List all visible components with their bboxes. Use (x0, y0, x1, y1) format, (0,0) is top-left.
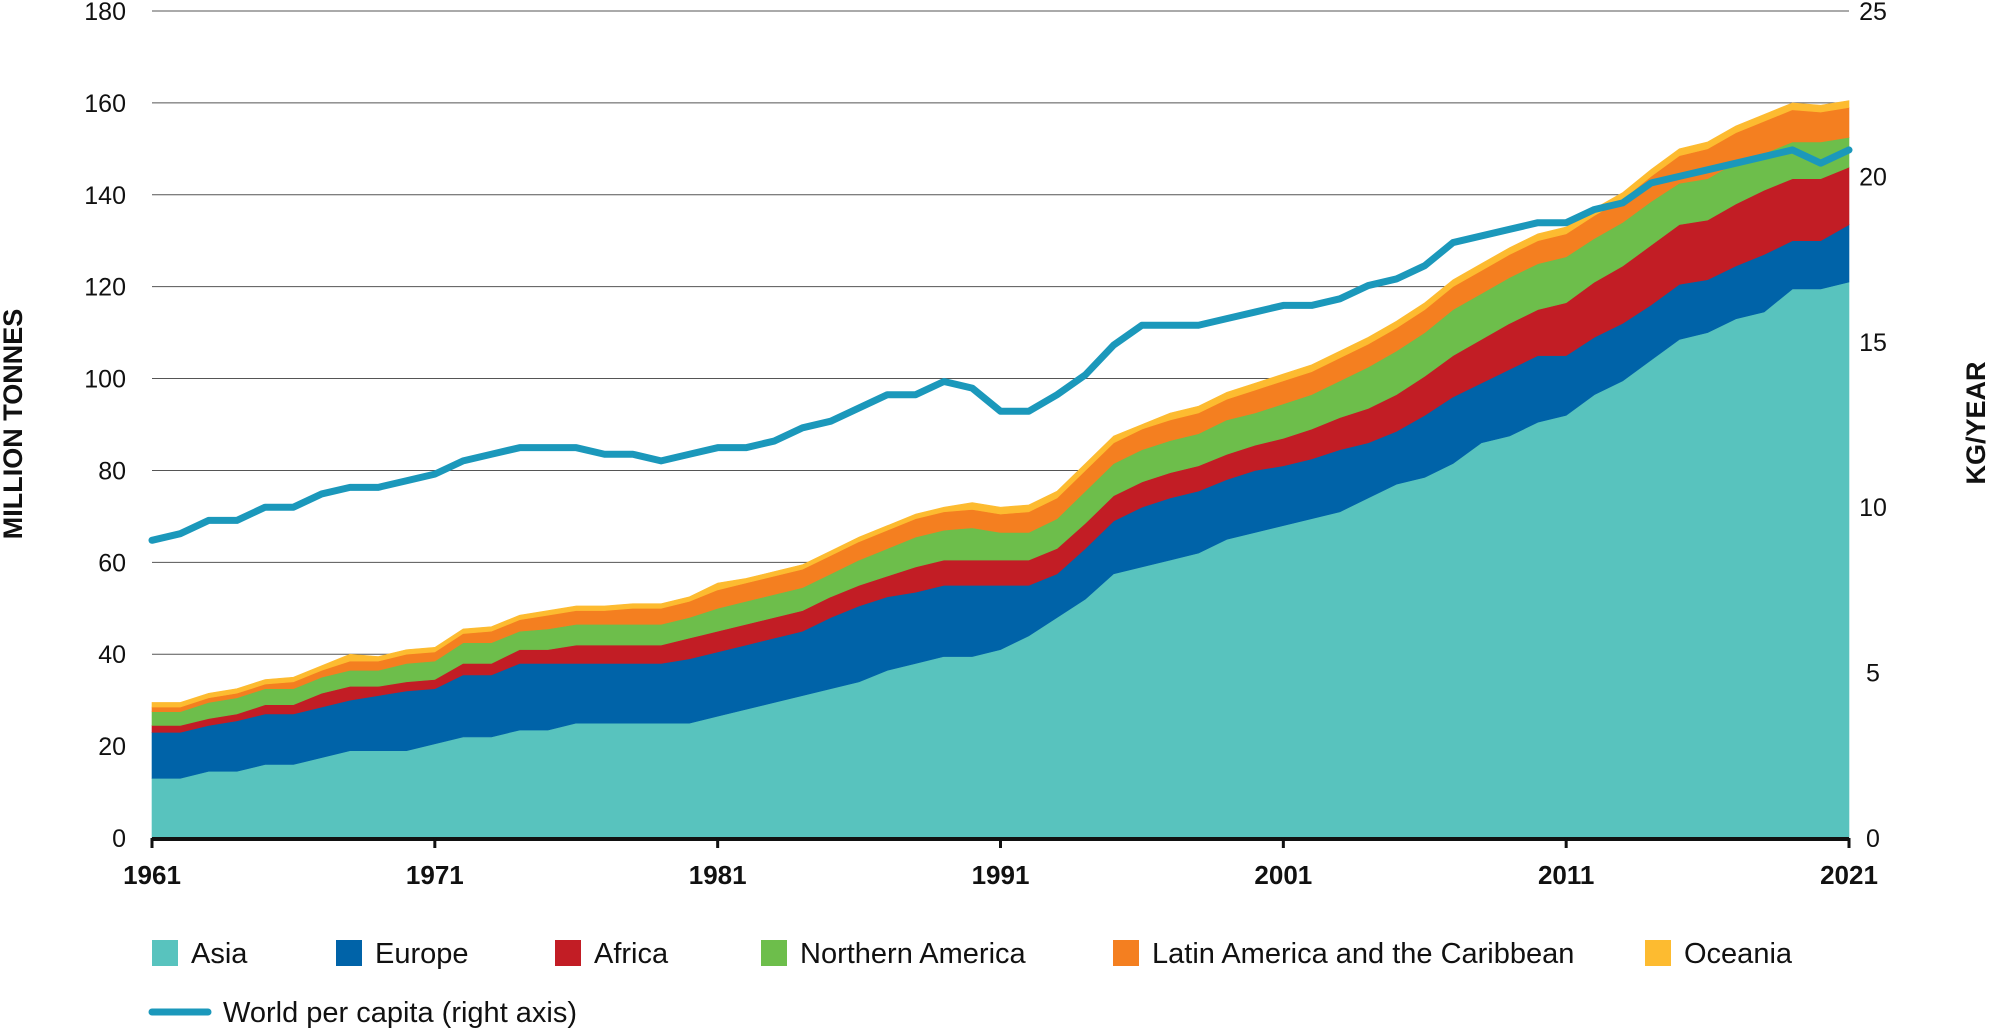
line-series-world-per-capita (148, 146, 1853, 544)
line-series-group (148, 146, 1853, 544)
legend: Asia Europe Africa Northern America Latin Am… (148, 938, 1793, 1029)
legend-swatch-northern-america (761, 940, 787, 966)
left-axis-tick-label: 40 (98, 641, 126, 669)
left-axis-title: MILLION TONNES (0, 309, 28, 540)
left-axis-tick-label: 160 (84, 90, 126, 118)
x-axis-tick-label: 1991 (972, 860, 1030, 890)
legend-label-world-per-capita: World per capita (right axis) (223, 997, 577, 1029)
legend-label-oceania: Oceania (1684, 938, 1793, 970)
legend-label-africa: Africa (594, 938, 669, 970)
legend-swatch-africa (555, 940, 581, 966)
axes: 0 20 40 60 80 100 120 140 160 180 0 5 10 15 20 25 1961 19… (0, 0, 1991, 890)
right-axis-title: KG/YEAR (1961, 361, 1991, 484)
legend-label-northern-america: Northern America (800, 938, 1027, 970)
left-axis-tick-label: 140 (84, 182, 126, 210)
x-axis-tick-label: 2001 (1254, 860, 1312, 890)
legend-swatch-latin-america-and-the-caribbean (1113, 940, 1139, 966)
right-axis-tick-label: 20 (1859, 163, 1887, 191)
x-axis-tick-label: 1961 (123, 860, 181, 890)
left-axis-tick-label: 20 (98, 733, 126, 761)
legend-label-latin-america-and-the-caribbean: Latin America and the Caribbean (1152, 938, 1574, 970)
legend-swatch-europe (336, 940, 362, 966)
x-axis-tick-label: 1971 (406, 860, 464, 890)
left-axis-tick-label: 120 (84, 274, 126, 302)
left-axis-tick-label: 0 (112, 825, 126, 853)
right-axis-tick-label: 0 (1866, 825, 1880, 853)
left-axis-tick-label: 180 (84, 0, 126, 26)
x-axis-tick-label: 2011 (1538, 860, 1594, 890)
right-axis-tick-label: 25 (1859, 0, 1887, 26)
legend-label-europe: Europe (375, 938, 469, 970)
right-axis-tick-label: 10 (1859, 494, 1887, 522)
legend-swatch-asia (152, 940, 178, 966)
right-axis-tick-label: 15 (1859, 329, 1887, 357)
left-axis-tick-label: 100 (84, 366, 126, 394)
left-axis-tick-label: 60 (98, 549, 126, 577)
x-axis-tick-label: 2021 (1820, 860, 1878, 890)
area-series-oceania (151, 100, 1850, 708)
legend-swatch-oceania (1645, 940, 1671, 966)
x-axis-tick-label: 1981 (689, 860, 747, 890)
left-axis-tick-label: 80 (98, 457, 126, 485)
legend-label-asia: Asia (191, 938, 248, 970)
right-axis-tick-label: 5 (1866, 660, 1880, 688)
